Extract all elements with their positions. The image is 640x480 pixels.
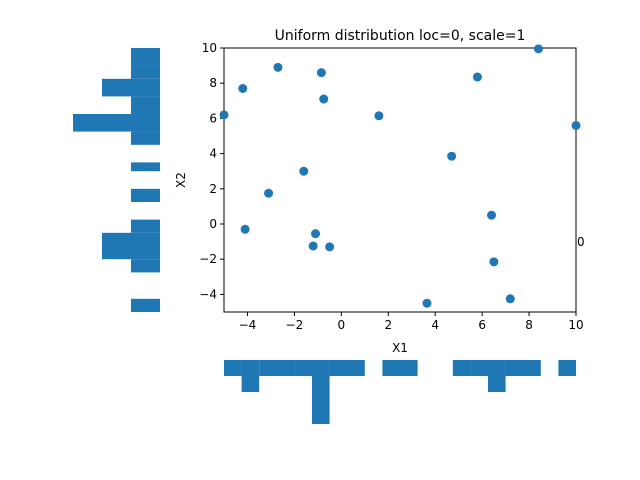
scatter-point — [273, 62, 283, 72]
scatter-point — [319, 94, 329, 104]
y-histogram-bar — [131, 96, 160, 114]
x-histogram-bar — [294, 360, 312, 376]
y-histogram-bar — [102, 232, 160, 246]
x-histogram-bar — [558, 360, 576, 376]
y-histogram-bar — [102, 78, 160, 97]
y-tick-label: 10 — [202, 41, 217, 55]
scatter-point — [264, 188, 274, 198]
x-tick-label: 8 — [525, 318, 533, 332]
x-tick-label: 0 — [338, 318, 346, 332]
scatter-point — [325, 242, 335, 252]
scatter-point — [533, 44, 543, 54]
scatter-point — [299, 166, 309, 176]
scatter-point — [238, 83, 248, 93]
marginal-histogram-x — [224, 360, 576, 424]
y-histogram-bar — [131, 259, 160, 273]
scatter-point — [505, 294, 515, 304]
x-histogram-bar — [505, 360, 541, 376]
x-tick-label: −4 — [239, 318, 257, 332]
scatter-point — [489, 257, 499, 267]
y-tick-label: 0 — [209, 217, 217, 231]
y-tick-label: 2 — [209, 182, 217, 196]
x-histogram-bar — [312, 360, 330, 424]
scatter-point — [374, 111, 384, 121]
scatter-point — [308, 241, 318, 251]
y-tick-label: 6 — [209, 111, 217, 125]
scatter-point — [219, 110, 229, 120]
y-tick-label: 8 — [209, 76, 217, 90]
x-tick-label: 10 — [568, 318, 583, 332]
y-histogram-bar — [131, 188, 160, 202]
y-histogram-bar — [131, 48, 160, 66]
x-tick-label: 4 — [431, 318, 439, 332]
x-histogram-bar — [452, 360, 471, 376]
stray-label: 0 — [577, 235, 585, 249]
scatter-point — [487, 210, 497, 220]
scatter-point — [571, 120, 581, 130]
scatter-points — [219, 44, 581, 308]
scatter-point — [240, 224, 250, 234]
scatter-point — [311, 229, 321, 239]
x-histogram-bar — [259, 360, 295, 376]
y-histogram-bar — [131, 219, 160, 233]
x-histogram-bar — [329, 360, 365, 376]
y-tick-label: 4 — [209, 147, 217, 161]
y-axis-label: X2 — [174, 172, 188, 188]
y-tick-label: −4 — [199, 287, 217, 301]
x-histogram-bar — [382, 360, 418, 376]
x-histogram-bar — [241, 360, 260, 392]
chart-title: Uniform distribution loc=0, scale=1 — [275, 28, 526, 44]
scatter-point — [316, 68, 326, 78]
y-tick-label: −2 — [199, 252, 217, 266]
plot-frame — [223, 47, 577, 313]
x-histogram-bar — [224, 360, 242, 376]
x-tick-label: 6 — [478, 318, 486, 332]
y-histogram-bar — [131, 162, 160, 172]
scatter-point — [472, 72, 482, 82]
x-tick-label: −2 — [286, 318, 304, 332]
y-histogram-bar — [102, 246, 160, 260]
y-axis: −4 −2 0 2 4 6 8 10 — [199, 41, 224, 301]
x-histogram-bar — [488, 360, 506, 392]
x-axis: −4 −2 0 2 4 6 8 10 — [239, 312, 584, 332]
x-axis-label: X1 — [392, 341, 408, 355]
y-histogram-bar — [73, 114, 160, 132]
x-histogram-bar — [470, 360, 488, 376]
y-histogram-bar — [131, 298, 160, 312]
y-histogram-bar — [131, 131, 160, 145]
scatter-point — [447, 151, 457, 161]
plot-area: −4 −2 0 2 4 6 8 10 −4 −2 0 2 4 6 8 10 — [199, 41, 583, 332]
scatter-point — [422, 298, 432, 308]
x-tick-label: 2 — [384, 318, 392, 332]
marginal-histogram-y — [73, 48, 160, 312]
y-histogram-bar — [131, 65, 160, 79]
